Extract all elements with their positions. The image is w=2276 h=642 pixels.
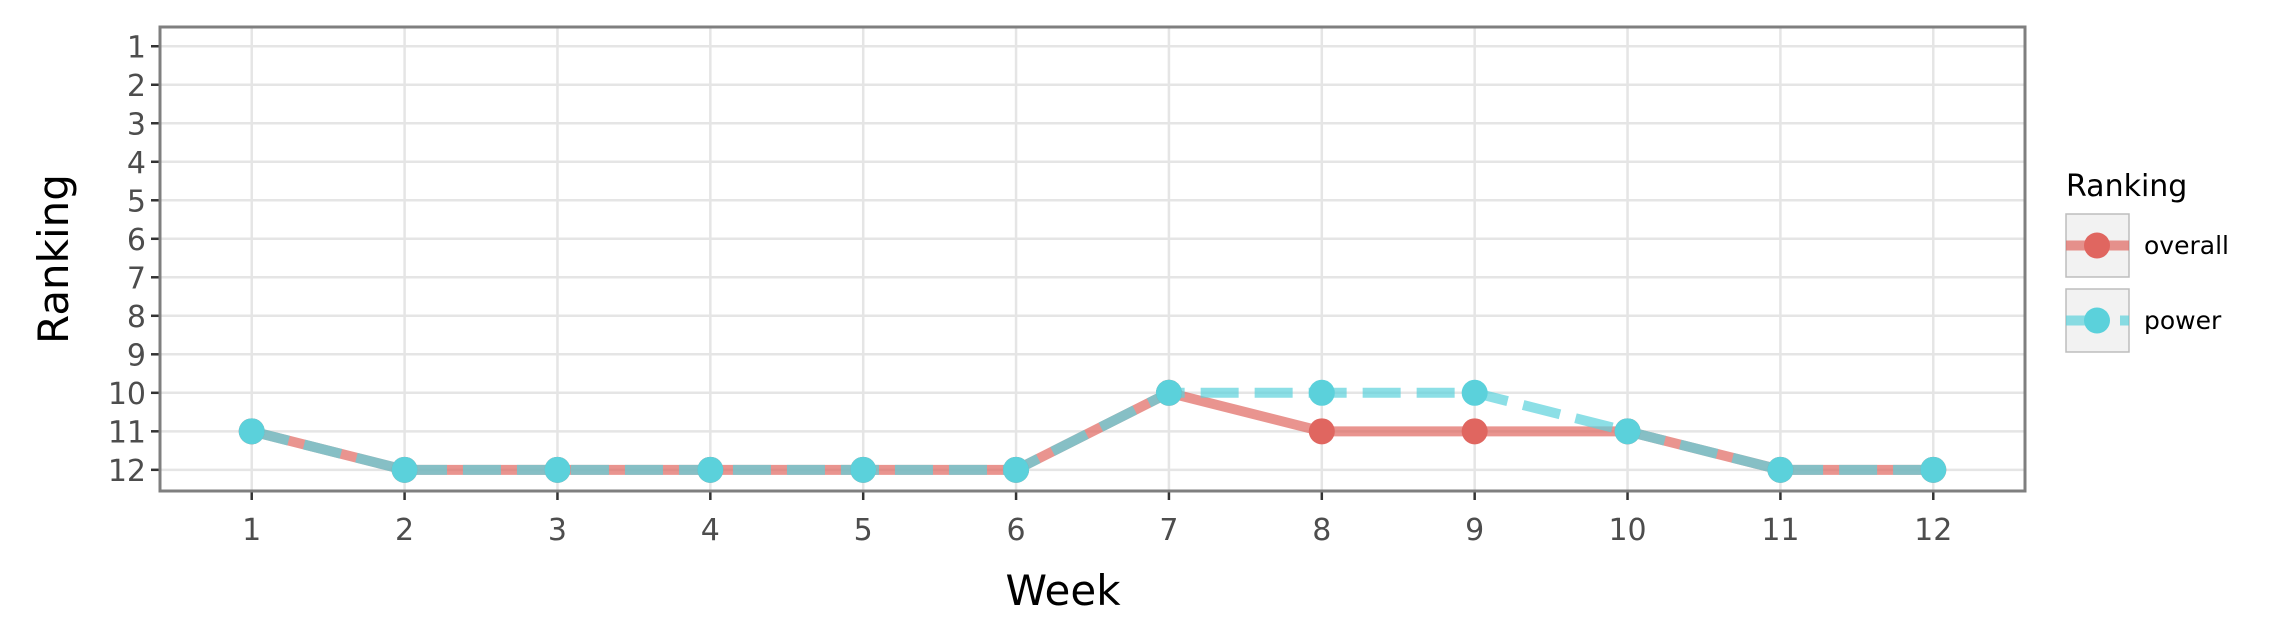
data-point-power <box>1920 456 1947 483</box>
data-point-power <box>391 456 418 483</box>
y-tick-label: 3 <box>127 107 146 142</box>
data-point-power <box>544 456 571 483</box>
data-point-power <box>1308 379 1335 406</box>
y-tick-label: 10 <box>108 377 146 412</box>
x-tick-label: 10 <box>1608 513 1646 548</box>
data-point-power <box>697 456 724 483</box>
y-tick-label: 8 <box>127 300 146 335</box>
legend-label-overall: overall <box>2144 231 2229 260</box>
y-tick-label: 9 <box>127 338 146 373</box>
x-tick-label: 12 <box>1914 513 1952 548</box>
y-tick-label: 4 <box>127 146 146 181</box>
y-tick-label: 12 <box>108 454 146 489</box>
legend-marker-overall <box>2084 232 2110 259</box>
x-tick-label: 8 <box>1312 513 1331 548</box>
legend-marker-power <box>2084 307 2110 334</box>
data-point-power <box>1767 456 1794 483</box>
y-tick-label: 11 <box>108 415 146 450</box>
y-tick-label: 7 <box>127 261 146 296</box>
x-tick-label: 11 <box>1761 513 1799 548</box>
legend-label-power: power <box>2144 306 2222 335</box>
x-tick-label: 2 <box>395 513 414 548</box>
data-point-power <box>1614 418 1641 445</box>
data-point-power <box>1461 379 1488 406</box>
data-point-power <box>850 456 877 483</box>
data-point-power <box>238 418 265 445</box>
x-tick-label: 3 <box>548 513 567 548</box>
data-point-power <box>1155 379 1182 406</box>
y-tick-label: 1 <box>127 30 146 65</box>
y-tick-label: 2 <box>127 69 146 104</box>
y-tick-label: 5 <box>127 184 146 219</box>
legend-items: overall power <box>2065 213 2229 353</box>
series-layer <box>238 379 1947 483</box>
data-point-overall <box>1461 418 1488 445</box>
grid-layer <box>160 27 2025 491</box>
data-point-power <box>1003 456 1030 483</box>
y-axis-title: Ranking <box>29 174 78 344</box>
data-point-overall <box>1308 418 1335 445</box>
x-tick-label: 7 <box>1159 513 1178 548</box>
x-tick-label: 5 <box>854 513 873 548</box>
x-axis-title: Week <box>1005 566 1121 615</box>
x-tick-label: 1 <box>242 513 261 548</box>
panel-border <box>158 25 2027 493</box>
x-tick-label: 9 <box>1465 513 1484 548</box>
y-tick-label: 6 <box>127 223 146 258</box>
legend: Ranking overall power <box>2065 169 2229 353</box>
legend-title: Ranking <box>2066 169 2187 204</box>
x-tick-label: 6 <box>1007 513 1026 548</box>
x-tick-label: 4 <box>701 513 720 548</box>
series-line-power <box>250 387 1934 475</box>
